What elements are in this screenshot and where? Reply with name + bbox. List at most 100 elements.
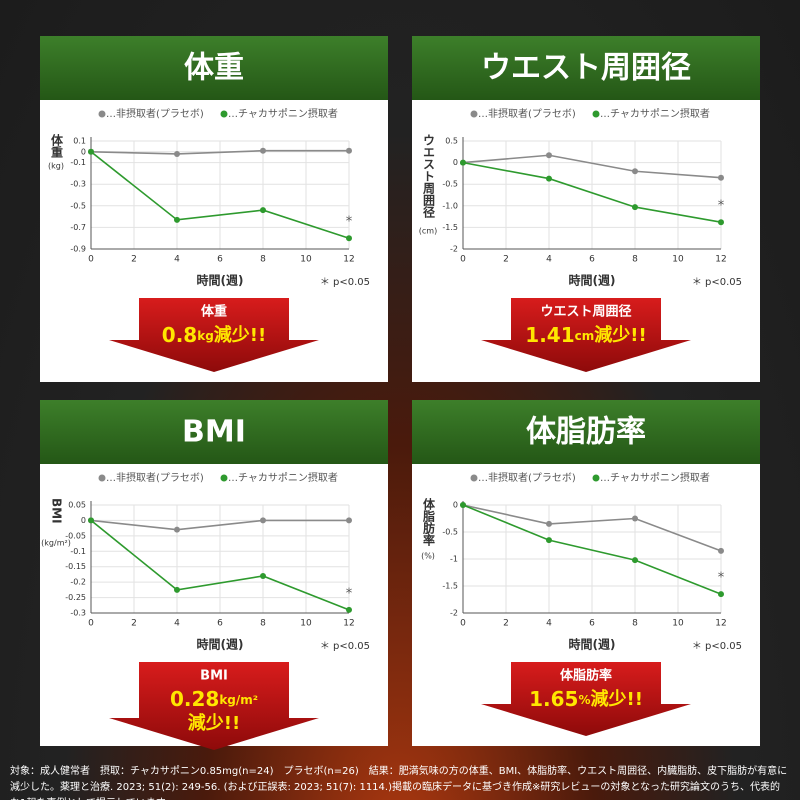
- y-tick-label: 0.1: [73, 137, 86, 146]
- annotation: *: [346, 586, 353, 601]
- data-point: [546, 152, 552, 159]
- series-line: [462, 161, 722, 224]
- y-tick-label: -0.5: [70, 201, 86, 210]
- y-tick-label: -0.15: [65, 562, 86, 571]
- x-tick-label: 0: [460, 619, 466, 629]
- badge-value: 0.8: [162, 323, 197, 347]
- panel-title: 体脂肪率: [526, 415, 646, 450]
- data-point: [718, 219, 724, 226]
- significance-note: ＊ p<0.05: [692, 641, 742, 652]
- legend-label: …チャカサポニン摂取者: [228, 471, 338, 484]
- y-tick-label: -1.5: [442, 582, 458, 591]
- x-tick-label: 8: [260, 255, 266, 265]
- data-point: [174, 526, 180, 533]
- panel-header: [40, 400, 388, 464]
- badge-unit: cm: [575, 329, 595, 343]
- x-tick-label: 8: [632, 619, 638, 629]
- badge-label: BMI: [200, 669, 228, 684]
- y-tick-label: -0.1: [70, 547, 86, 556]
- y-axis-unit: (kg/m²): [41, 539, 71, 548]
- y-tick-label: 0.5: [445, 137, 458, 146]
- y-tick-label: -0.7: [70, 223, 86, 232]
- series-line: [462, 504, 722, 552]
- x-axis-label: 時間(週): [197, 637, 244, 652]
- badge-result: 1.41cm減少!!: [525, 323, 646, 347]
- series-line: [90, 519, 350, 611]
- x-tick-label: 8: [632, 255, 638, 265]
- y-tick-label: -0.3: [70, 609, 86, 618]
- annotation: *: [718, 199, 725, 214]
- x-axis-label: 時間(週): [569, 273, 616, 288]
- y-axis-label: 体重: [50, 133, 64, 158]
- badge-text: 減少!!: [214, 324, 266, 346]
- y-axis-label: BMI: [50, 498, 64, 524]
- legend-marker: [220, 110, 228, 118]
- x-tick-label: 4: [546, 619, 552, 629]
- series-line: [90, 519, 349, 531]
- x-tick-label: 6: [589, 255, 595, 265]
- y-tick-label: -0.2: [70, 578, 86, 587]
- series-line: [90, 151, 350, 239]
- legend-marker: [470, 110, 478, 118]
- y-tick-label: -0.5: [442, 528, 458, 537]
- x-tick-label: 12: [715, 255, 726, 265]
- legend-marker: [98, 474, 106, 482]
- y-tick-label: -0.5: [442, 180, 458, 189]
- legend-marker: [592, 110, 600, 118]
- panel-title: 体重: [184, 51, 244, 86]
- data-point: [174, 586, 180, 593]
- badge-label: 体重: [201, 304, 227, 320]
- x-tick-label: 2: [131, 619, 137, 629]
- data-point: [632, 557, 638, 564]
- badge-unit: kg: [197, 329, 214, 343]
- badge-value: 1.41: [525, 323, 574, 347]
- legend-label: …非摂取者(プラセボ): [106, 107, 204, 120]
- badge-value: 0.28: [170, 687, 219, 711]
- legend-label: …チャカサポニン摂取者: [600, 471, 710, 484]
- y-axis-label: ウエスト周囲径: [422, 134, 436, 219]
- x-tick-label: 0: [460, 255, 466, 265]
- data-point: [632, 204, 638, 211]
- x-axis-label: 時間(週): [197, 273, 244, 288]
- data-point: [260, 147, 266, 154]
- data-point: [460, 502, 466, 508]
- data-point: [346, 147, 352, 154]
- y-tick-label: -1.5: [442, 223, 458, 232]
- data-point: [346, 517, 352, 524]
- x-tick-label: 12: [343, 619, 354, 629]
- y-tick-label: -1.0: [442, 201, 458, 210]
- y-tick-label: -1: [450, 555, 458, 564]
- x-tick-label: 2: [503, 255, 509, 265]
- data-point: [88, 148, 94, 155]
- badge-arrow: [481, 298, 691, 372]
- y-tick-label: -0.25: [65, 593, 86, 602]
- panel-header: [412, 400, 760, 464]
- x-tick-label: 6: [589, 619, 595, 629]
- y-axis-unit: (cm): [419, 227, 437, 236]
- annotation: *: [718, 571, 725, 586]
- legend-label: …非摂取者(プラセボ): [106, 471, 204, 484]
- data-point: [546, 520, 552, 527]
- badge-result: 0.8kg減少!!: [162, 323, 266, 347]
- data-point: [718, 591, 724, 598]
- badge-text: 減少!!: [590, 688, 642, 710]
- annotation: *: [346, 215, 353, 230]
- badge-result: 0.28kg/m²: [170, 687, 258, 711]
- badge-text: 減少!!: [594, 324, 646, 346]
- panel-title: ウエスト周囲径: [481, 51, 691, 86]
- footnote: 対象：成人健常者 摂取：チャカサポニン0.85mg(n=24) プラセボ(n=2…: [10, 766, 788, 809]
- significance-note: ＊ p<0.05: [692, 277, 742, 288]
- infographic: 体重 …非摂取者(プラセボ) …チャカサポニン摂取者 0.1 0 -0.1 -0.3 -0.5…: [40, 36, 760, 750]
- x-tick-label: 4: [174, 619, 180, 629]
- y-tick-label: 0: [453, 158, 458, 167]
- y-tick-label: -2: [450, 609, 458, 618]
- data-point: [260, 572, 266, 579]
- series-line: [462, 504, 722, 595]
- x-tick-label: 10: [300, 255, 312, 265]
- legend-label: …チャカサポニン摂取者: [228, 107, 338, 120]
- y-tick-label: 0: [81, 516, 86, 525]
- badge-arrow: [109, 298, 319, 372]
- badge-arrow: [481, 662, 691, 736]
- badge-arrow: [109, 662, 319, 750]
